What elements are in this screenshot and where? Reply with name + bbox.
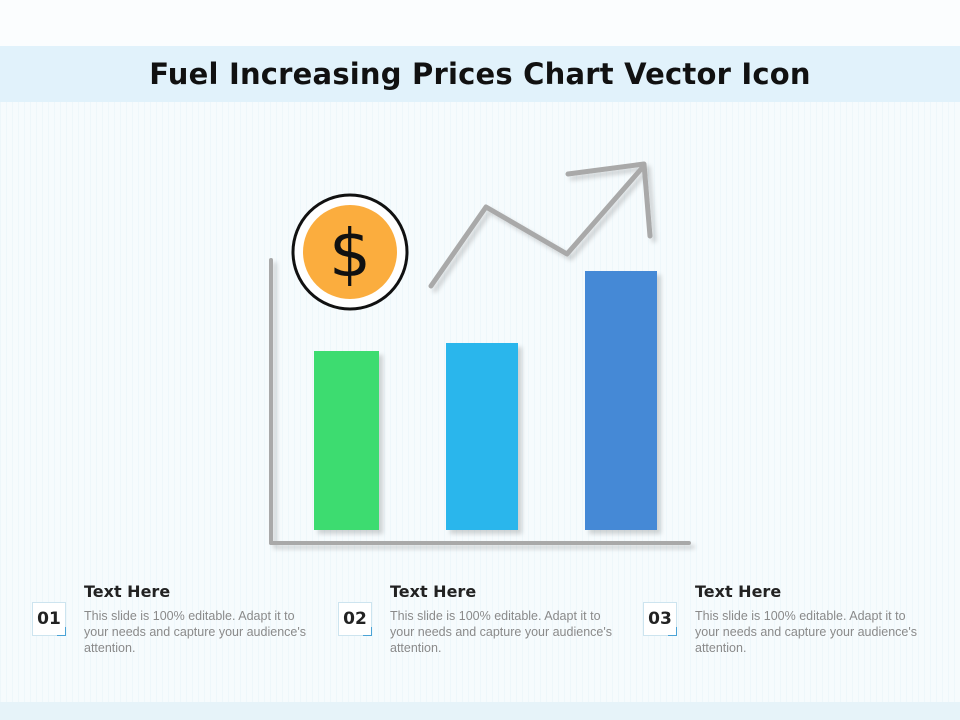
chart-axes xyxy=(269,258,691,545)
bar-1 xyxy=(314,351,379,530)
info-item-3: 03 Text Here This slide is 100% editable… xyxy=(643,580,933,660)
bar-group xyxy=(314,271,657,530)
item-body: This slide is 100% editable. Adapt it to… xyxy=(84,609,306,655)
bottom-strip xyxy=(0,702,960,720)
bar-3 xyxy=(585,271,657,530)
dollar-symbol: $ xyxy=(329,215,371,292)
top-strip xyxy=(0,0,960,46)
page-title: Fuel Increasing Prices Chart Vector Icon xyxy=(149,57,811,91)
item-body: This slide is 100% editable. Adapt it to… xyxy=(390,609,612,655)
bar-2 xyxy=(446,343,518,530)
info-item-1: 01 Text Here This slide is 100% editable… xyxy=(32,580,322,660)
item-heading: Text Here xyxy=(390,582,477,601)
info-item-2: 02 Text Here This slide is 100% editable… xyxy=(338,580,628,660)
number-badge: 03 xyxy=(643,602,677,636)
dollar-coin-icon: $ xyxy=(291,193,409,311)
number-badge: 01 xyxy=(32,602,66,636)
item-body: This slide is 100% editable. Adapt it to… xyxy=(695,609,917,655)
number-badge: 02 xyxy=(338,602,372,636)
item-heading: Text Here xyxy=(695,582,782,601)
item-heading: Text Here xyxy=(84,582,171,601)
title-band: Fuel Increasing Prices Chart Vector Icon xyxy=(0,46,960,102)
trend-arrow-icon xyxy=(428,161,653,289)
